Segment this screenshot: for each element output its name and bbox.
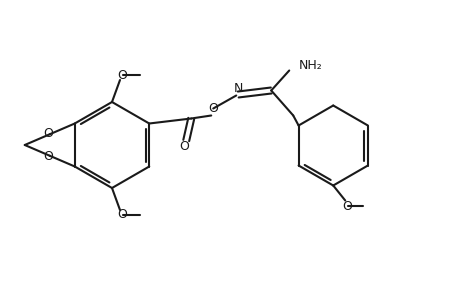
Text: O: O — [43, 127, 53, 140]
Text: O: O — [43, 150, 53, 163]
Text: O: O — [179, 140, 189, 153]
Text: O: O — [341, 200, 352, 213]
Text: N: N — [233, 82, 242, 95]
Text: O: O — [117, 208, 127, 221]
Text: O: O — [208, 102, 218, 115]
Text: O: O — [117, 68, 127, 82]
Text: NH₂: NH₂ — [299, 59, 322, 72]
